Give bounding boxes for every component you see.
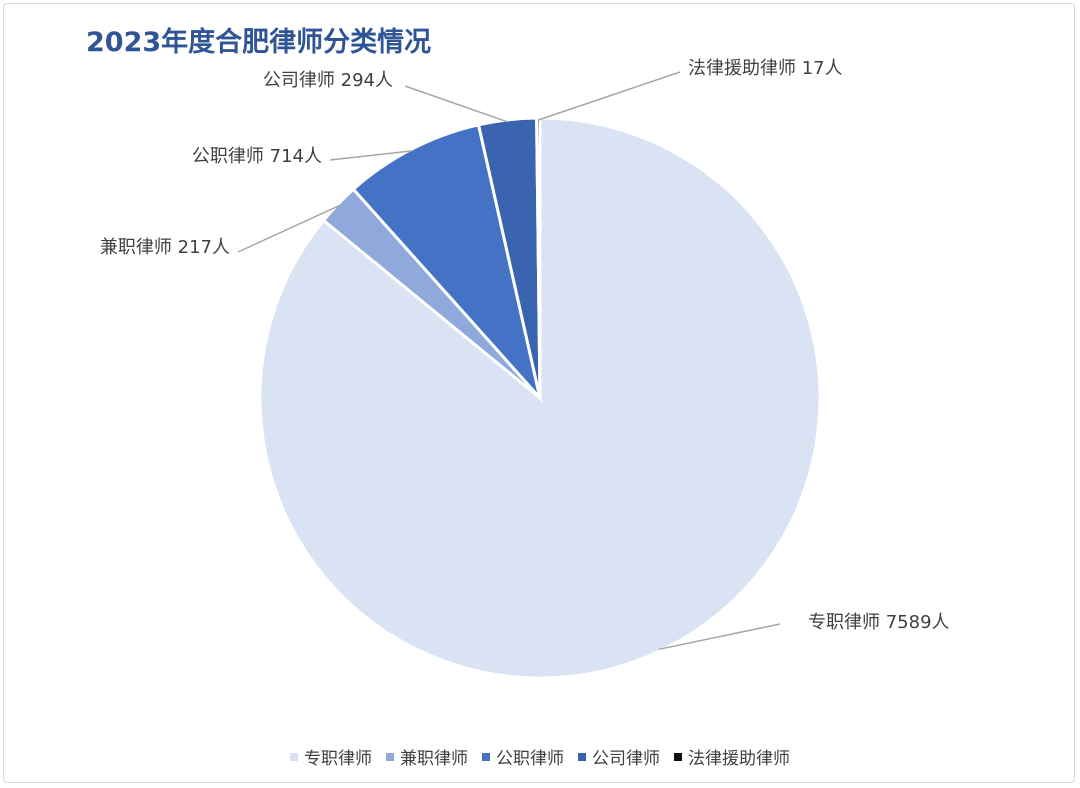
pie-slice-0 <box>258 116 822 680</box>
legend-swatch-3 <box>578 752 586 761</box>
legend-item-1: 兼职律师 <box>386 744 468 769</box>
leader-line-0 <box>658 623 781 651</box>
legend-swatch-4 <box>674 752 682 761</box>
leader-line-2 <box>329 150 413 161</box>
legend-item-2: 公职律师 <box>482 744 564 769</box>
legend-label-1: 兼职律师 <box>400 749 468 769</box>
legend-label-0: 专职律师 <box>304 749 372 769</box>
legend-item-4: 法律援助律师 <box>674 744 790 769</box>
legend-item-0: 专职律师 <box>290 744 372 769</box>
legend-item-3: 公司律师 <box>578 744 660 769</box>
legend-label-3: 公司律师 <box>592 749 660 769</box>
legend-label-2: 公职律师 <box>496 749 564 769</box>
data-label-4: 法律援助律师 17人 <box>688 58 843 79</box>
data-label-2: 公职律师 714人 <box>192 146 322 167</box>
leader-line-3 <box>404 85 508 123</box>
chart-title: 2023年度合肥律师分类情况 <box>86 27 432 58</box>
legend-label-4: 法律援助律师 <box>688 749 790 769</box>
pie-slice-4 <box>535 116 542 399</box>
legend-swatch-1 <box>386 752 394 761</box>
leader-line-1 <box>237 204 340 253</box>
legend-swatch-2 <box>482 752 490 761</box>
legend-swatch-0 <box>290 752 298 761</box>
data-label-0: 专职律师 7589人 <box>808 612 950 633</box>
leader-line-4 <box>538 71 681 121</box>
data-label-1: 兼职律师 217人 <box>100 237 230 258</box>
chart-legend: 专职律师 兼职律师 公职律师 公司律师 法律援助律师 <box>0 744 1080 769</box>
data-label-3: 公司律师 294人 <box>263 70 393 91</box>
